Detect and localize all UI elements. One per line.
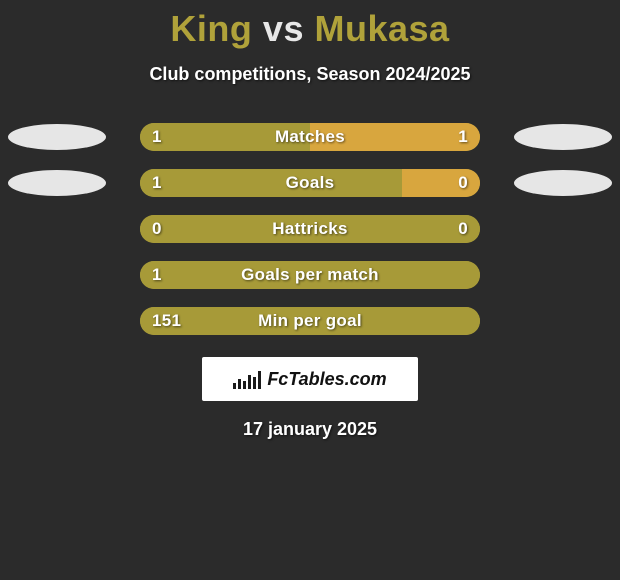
stat-value-right: 0 <box>458 169 468 197</box>
logo-card[interactable]: FcTables.com <box>202 357 418 401</box>
stat-value-left: 1 <box>152 169 162 197</box>
player2-badge <box>514 124 612 150</box>
stat-value-left: 1 <box>152 123 162 151</box>
stats-container: Matches11Goals10Hattricks00Goals per mat… <box>0 123 620 335</box>
stat-row: Goals per match1 <box>0 261 620 289</box>
player1-badge <box>8 124 106 150</box>
subtitle: Club competitions, Season 2024/2025 <box>0 64 620 85</box>
player2-name: Mukasa <box>314 8 449 49</box>
page-title: King vs Mukasa <box>0 0 620 50</box>
player1-name: King <box>170 8 252 49</box>
stat-label: Goals per match <box>140 261 480 289</box>
player1-badge <box>8 170 106 196</box>
stat-bar: Goals1 0 <box>140 169 480 197</box>
stat-value-right: 1 <box>458 123 468 151</box>
stat-row: Hattricks0 0 <box>0 215 620 243</box>
stat-row: Min per goal151 <box>0 307 620 335</box>
stat-bar: Matches1 1 <box>140 123 480 151</box>
stat-bar: Hattricks0 0 <box>140 215 480 243</box>
date-label: 17 january 2025 <box>0 419 620 440</box>
stat-row: Matches1 1 <box>0 123 620 151</box>
vs-separator: vs <box>263 8 304 49</box>
stat-label: Min per goal <box>140 307 480 335</box>
stat-row: Goals1 0 <box>0 169 620 197</box>
stat-value-left: 1 <box>152 261 162 289</box>
stat-bar: Goals per match1 <box>140 261 480 289</box>
stat-value-left: 151 <box>152 307 181 335</box>
stat-value-left: 0 <box>152 215 162 243</box>
stat-label: Hattricks <box>140 215 480 243</box>
stat-label: Goals <box>140 169 480 197</box>
stat-value-right: 0 <box>458 215 468 243</box>
player2-badge <box>514 170 612 196</box>
logo-text: FcTables.com <box>267 369 386 390</box>
stat-label: Matches <box>140 123 480 151</box>
chart-icon <box>233 369 261 389</box>
stat-bar: Min per goal151 <box>140 307 480 335</box>
